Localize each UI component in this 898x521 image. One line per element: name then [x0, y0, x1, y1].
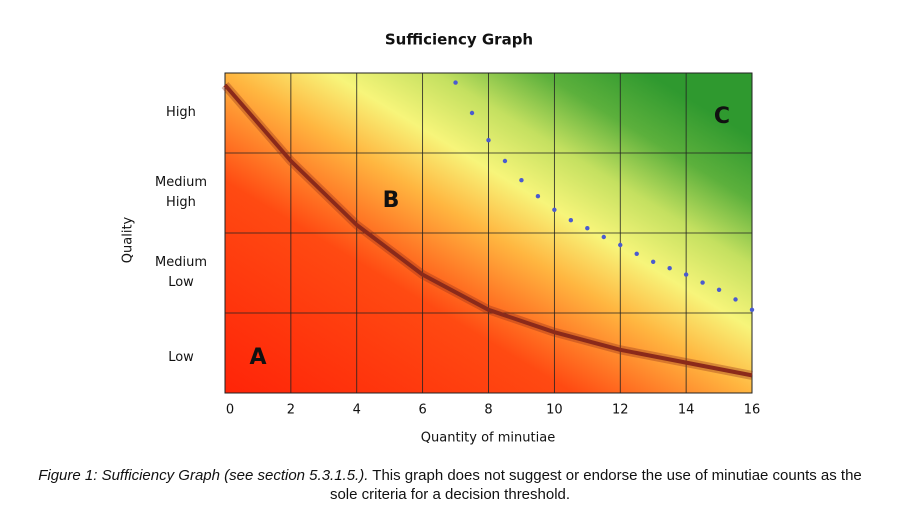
x-axis-label: Quantity of minutiae	[421, 431, 555, 446]
curve-dot	[634, 251, 639, 256]
x-tick-label: 4	[353, 403, 361, 418]
x-tick-label: 14	[678, 403, 695, 418]
curve-dot	[667, 266, 672, 271]
curve-dot	[453, 80, 458, 85]
x-tick-label: 12	[612, 403, 629, 418]
chart: Sufficiency Graph Quantity of minutiae Q…	[121, 31, 761, 446]
x-tick-label: 8	[484, 403, 492, 418]
curve-dot	[502, 158, 508, 164]
curve-dot	[733, 297, 738, 302]
curve-dot	[519, 178, 524, 183]
curve-dot	[749, 307, 755, 312]
y-tick-label: Medium Low	[155, 255, 207, 290]
curve-dot	[469, 110, 475, 116]
x-tick-label: 10	[546, 403, 563, 418]
region-label: B	[383, 188, 400, 213]
x-tick-label: 6	[418, 403, 426, 418]
curve-dot	[650, 259, 656, 264]
y-tick-label: Medium High	[155, 175, 207, 210]
x-tick-label: 2	[287, 403, 295, 418]
chart-title: Sufficiency Graph	[385, 31, 533, 49]
curve	[223, 83, 753, 378]
x-tick-label: 0	[226, 403, 234, 418]
caption-text: This graph does not suggest or endorse t…	[329, 467, 862, 503]
caption-label: Figure 1: Sufficiency Graph (see section…	[38, 467, 369, 484]
x-tick-label: 16	[744, 403, 761, 418]
region-label: A	[249, 345, 266, 370]
curve-dot	[601, 234, 606, 240]
curve-dot	[585, 226, 590, 231]
y-tick-label: High	[166, 105, 196, 120]
caption: Figure 1: Sufficiency Graph (see section…	[30, 466, 870, 504]
curve-dot	[535, 194, 541, 199]
curve-dot	[700, 280, 705, 285]
curve-dot	[716, 287, 722, 292]
plot-border	[224, 72, 753, 394]
curve-dot	[618, 242, 623, 248]
curve-dot	[683, 272, 689, 277]
y-tick-label: Low	[168, 350, 194, 365]
curve-dot	[486, 138, 491, 143]
curve-dot	[568, 218, 574, 223]
y-axis-label: Quality	[121, 216, 136, 263]
curve-dot	[552, 207, 557, 212]
region-label: C	[714, 104, 730, 129]
